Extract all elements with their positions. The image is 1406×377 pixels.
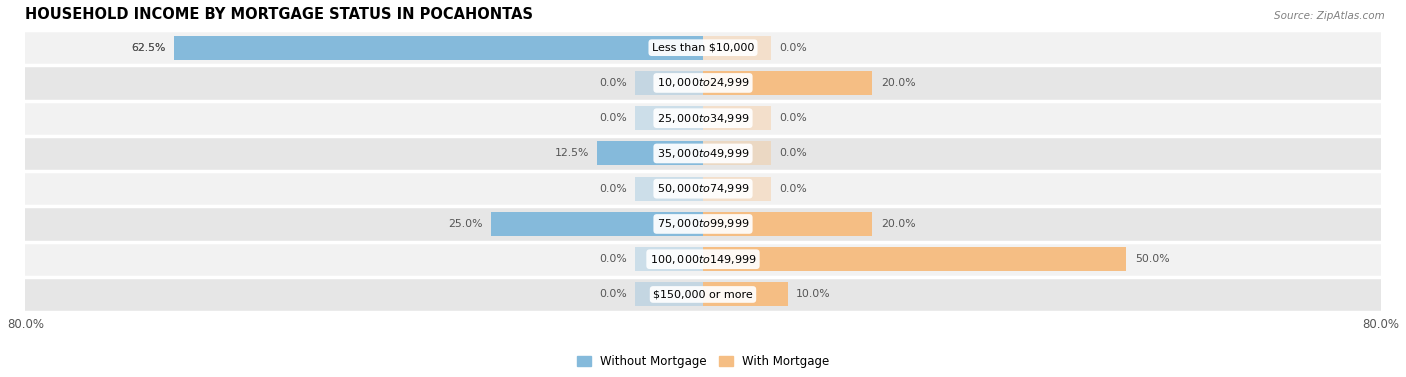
Bar <box>636 71 703 95</box>
Text: HOUSEHOLD INCOME BY MORTGAGE STATUS IN POCAHONTAS: HOUSEHOLD INCOME BY MORTGAGE STATUS IN P… <box>25 7 533 22</box>
Text: 10.0%: 10.0% <box>796 290 831 299</box>
Bar <box>703 106 770 130</box>
Text: $50,000 to $74,999: $50,000 to $74,999 <box>657 182 749 195</box>
Text: $150,000 or more: $150,000 or more <box>654 290 752 299</box>
Text: 12.5%: 12.5% <box>554 149 589 158</box>
Bar <box>25 171 1381 206</box>
Text: Source: ZipAtlas.com: Source: ZipAtlas.com <box>1274 11 1385 21</box>
Text: 0.0%: 0.0% <box>779 149 807 158</box>
Bar <box>636 247 703 271</box>
Text: $100,000 to $149,999: $100,000 to $149,999 <box>650 253 756 266</box>
Bar <box>25 136 1381 171</box>
Text: 0.0%: 0.0% <box>779 113 807 123</box>
Text: Less than $10,000: Less than $10,000 <box>652 43 754 53</box>
Text: 0.0%: 0.0% <box>599 184 627 194</box>
Bar <box>25 242 1381 277</box>
Bar <box>25 30 1381 65</box>
Bar <box>25 65 1381 101</box>
Text: 20.0%: 20.0% <box>880 219 915 229</box>
Bar <box>703 177 770 201</box>
Bar <box>598 141 703 166</box>
Text: 62.5%: 62.5% <box>131 43 165 53</box>
Text: 25.0%: 25.0% <box>449 219 482 229</box>
Bar <box>491 212 703 236</box>
Text: 0.0%: 0.0% <box>599 290 627 299</box>
Text: 0.0%: 0.0% <box>599 254 627 264</box>
Bar <box>703 141 770 166</box>
Text: 0.0%: 0.0% <box>599 113 627 123</box>
Text: 0.0%: 0.0% <box>779 43 807 53</box>
Text: $35,000 to $49,999: $35,000 to $49,999 <box>657 147 749 160</box>
Text: 0.0%: 0.0% <box>779 184 807 194</box>
Bar <box>636 106 703 130</box>
Legend: Without Mortgage, With Mortgage: Without Mortgage, With Mortgage <box>576 355 830 368</box>
Bar <box>174 36 703 60</box>
Bar <box>703 71 872 95</box>
Text: 0.0%: 0.0% <box>599 78 627 88</box>
Bar <box>25 206 1381 242</box>
Text: 62.5%: 62.5% <box>131 43 165 53</box>
Bar <box>636 177 703 201</box>
Bar <box>636 282 703 307</box>
Bar <box>25 101 1381 136</box>
Bar <box>703 247 1126 271</box>
Text: $75,000 to $99,999: $75,000 to $99,999 <box>657 218 749 230</box>
Text: 20.0%: 20.0% <box>880 78 915 88</box>
Text: 50.0%: 50.0% <box>1135 254 1170 264</box>
Bar <box>703 212 872 236</box>
Bar <box>703 282 787 307</box>
Bar <box>703 36 770 60</box>
Text: $10,000 to $24,999: $10,000 to $24,999 <box>657 77 749 89</box>
Text: $25,000 to $34,999: $25,000 to $34,999 <box>657 112 749 125</box>
Bar <box>25 277 1381 312</box>
